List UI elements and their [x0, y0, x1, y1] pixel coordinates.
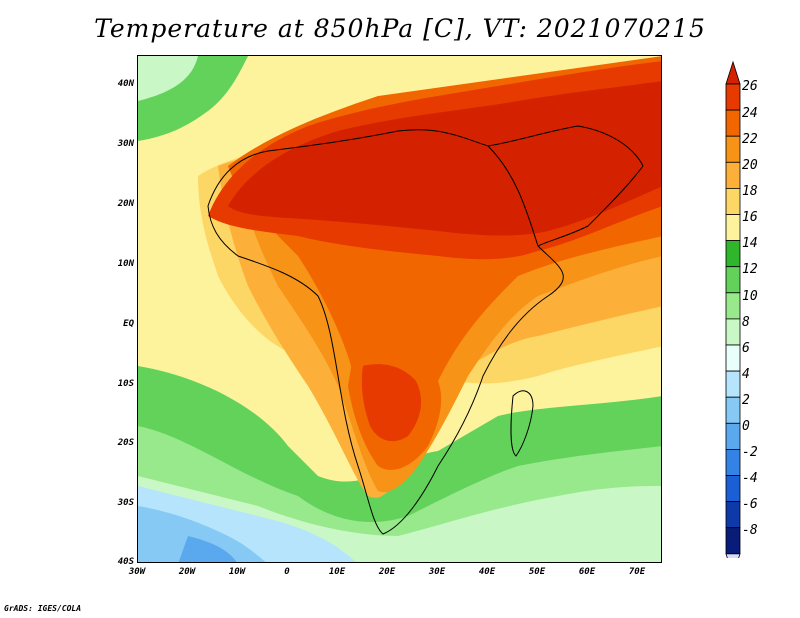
colorbar-label-0: 0 [742, 419, 750, 434]
cold-band-blue [138, 506, 266, 562]
colorbar-swatch [725, 266, 741, 294]
colorbar-label-minus4: -4 [742, 471, 758, 486]
lon-label-20e: 20E [378, 567, 396, 577]
colorbar-swatch [725, 83, 741, 111]
lon-label-70e: 70E [628, 567, 646, 577]
colorbar-swatch [725, 344, 741, 372]
lat-label-20n: 20N [117, 199, 134, 209]
colorbar-label-minus6: -6 [742, 497, 758, 512]
lon-label-40e: 40E [478, 567, 496, 577]
lat-label-30s: 30S [117, 498, 134, 508]
colorbar-label-12: 12 [742, 262, 758, 277]
lon-label-30w: 30W [128, 567, 146, 577]
colorbar-label-26: 26 [742, 79, 758, 94]
colorbar-swatch [725, 109, 741, 137]
lon-label-10e: 10E [328, 567, 346, 577]
colorbar-label-minus8: -8 [742, 523, 758, 538]
cold-band-deepblue [178, 536, 237, 562]
coastline-outline [207, 125, 644, 535]
colorbar-swatch [725, 240, 741, 268]
grads-credit: GrADS: IGES/COLA [4, 604, 82, 613]
lat-label-40n: 40N [117, 79, 134, 89]
colorbar-swatch [725, 422, 741, 450]
colorbar-label-24: 24 [742, 106, 758, 121]
warm-core [228, 81, 661, 236]
colorbar-label-22: 22 [742, 132, 758, 147]
colorbar-label-14: 14 [742, 236, 758, 251]
colorbar-swatch [725, 161, 741, 189]
colorbar-label-16: 16 [742, 210, 758, 225]
colorbar [725, 60, 741, 558]
colorbar-label-minus2: -2 [742, 445, 758, 460]
colorbar-swatch [725, 318, 741, 346]
colorbar-swatch [725, 292, 741, 320]
colorbar-label-20: 20 [742, 158, 758, 173]
lat-label-20s: 20S [117, 438, 134, 448]
colorbar-label-8: 8 [742, 315, 750, 330]
colorbar-swatch [725, 370, 741, 398]
lat-label-eq: EQ [123, 319, 134, 329]
colorbar-label-6: 6 [742, 341, 750, 356]
colorbar-top-tip [725, 60, 741, 85]
colorbar-label-10: 10 [742, 289, 758, 304]
lat-label-40s: 40S [117, 557, 134, 567]
colorbar-swatch [725, 214, 741, 242]
lon-label-20w: 20W [178, 567, 196, 577]
colorbar-swatch [725, 187, 741, 215]
lat-label-10n: 10N [117, 259, 134, 269]
temperature-map [137, 55, 662, 563]
lon-label-10w: 10W [228, 567, 246, 577]
lon-label-30e: 30E [428, 567, 446, 577]
colorbar-bottom-tip [725, 553, 741, 558]
lat-label-10s: 10S [117, 379, 134, 389]
lon-label-0: 0 [284, 567, 290, 577]
colorbar-swatch [725, 396, 741, 424]
chart-title: Temperature at 850hPa [C], VT: 202107021… [94, 14, 706, 43]
colorbar-swatch [725, 501, 741, 529]
colorbar-label-18: 18 [742, 184, 758, 199]
colorbar-swatch [725, 527, 741, 555]
lat-label-30n: 30N [117, 139, 134, 149]
colorbar-label-4: 4 [742, 367, 750, 382]
colorbar-label-2: 2 [742, 393, 750, 408]
lon-label-60e: 60E [578, 567, 596, 577]
atlantic-light-patch [138, 56, 198, 101]
lon-label-50e: 50E [528, 567, 546, 577]
colorbar-swatch [725, 448, 741, 476]
south-warm-core [361, 364, 422, 442]
colorbar-swatch [725, 475, 741, 503]
colorbar-swatch [725, 135, 741, 163]
